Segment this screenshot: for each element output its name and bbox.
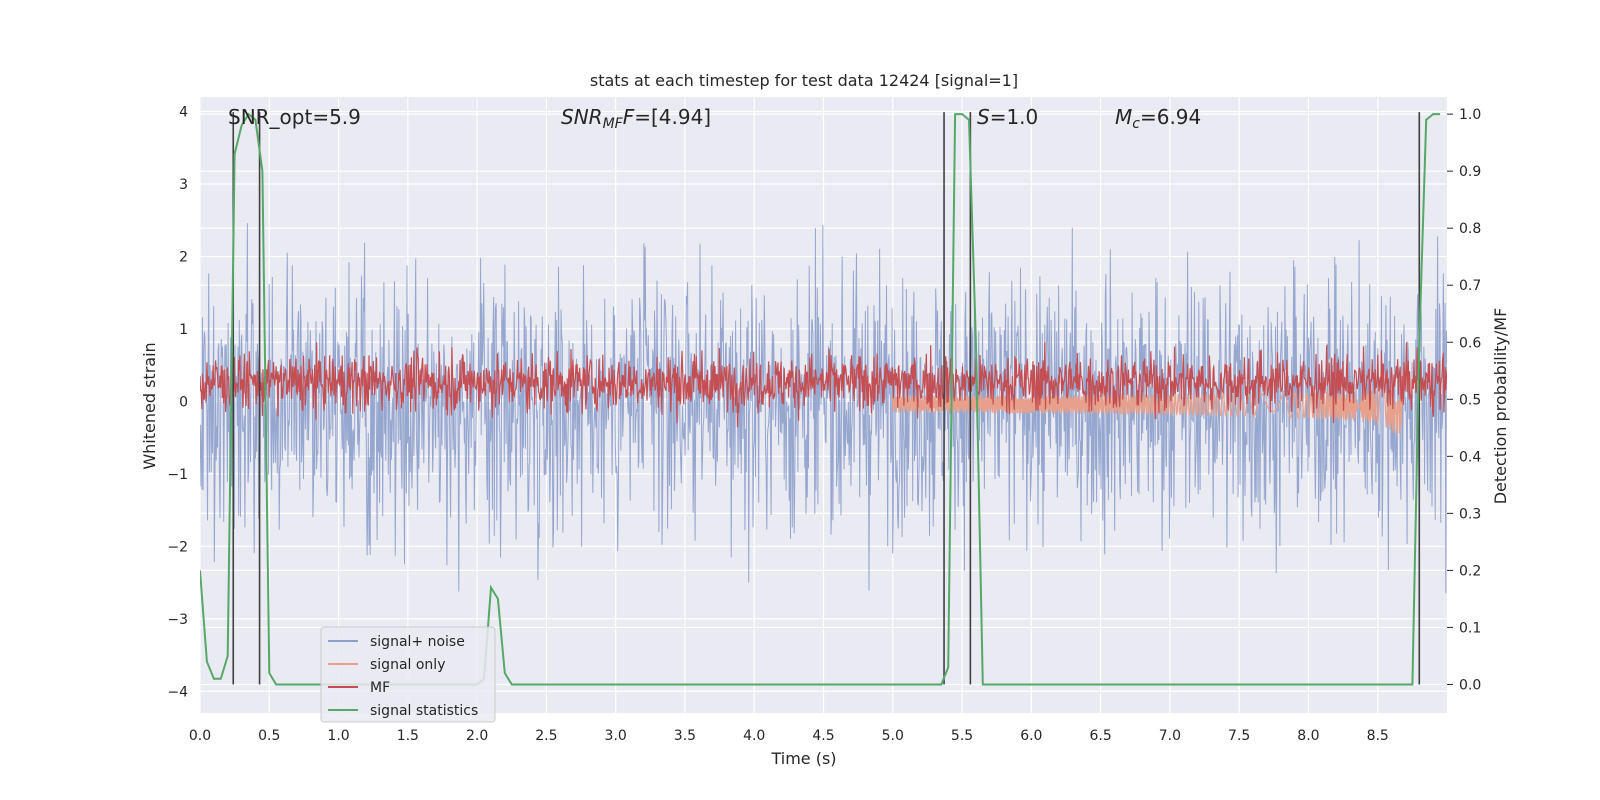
y-tick-label: 2 <box>179 249 188 265</box>
y-tick-label: 0 <box>179 394 188 410</box>
y-right-tick-label: 0.9 <box>1459 164 1481 180</box>
x-tick-label: 4.0 <box>743 728 765 744</box>
vertical-markers <box>232 112 1421 685</box>
y-tick-label: −4 <box>167 684 188 700</box>
y-right-tick-label: 0.6 <box>1459 335 1481 351</box>
y-right-tick-label: 0.4 <box>1459 449 1481 465</box>
y-right-tick-label: 0.1 <box>1459 620 1481 636</box>
series-signal-statistics-line <box>200 112 1441 686</box>
x-tick-label: 6.5 <box>1089 728 1111 744</box>
legend-label-noise: signal+ noise <box>370 634 465 650</box>
legend-label-stat: signal statistics <box>370 703 478 719</box>
x-tick-label: 7.5 <box>1228 728 1250 744</box>
x-tick-label: 1.0 <box>327 728 349 744</box>
x-tick-label: 3.5 <box>674 728 696 744</box>
legend-label-signal: signal only <box>370 657 445 673</box>
x-tick-label: 8.0 <box>1297 728 1319 744</box>
x-axis-label: Time (s) <box>770 749 836 768</box>
y-tick-label: 3 <box>179 177 188 193</box>
y-right-tick-label: 1.0 <box>1459 107 1481 123</box>
series-signal-statistics <box>200 112 1441 686</box>
y-tick-label: 1 <box>179 322 188 338</box>
series-mf-line <box>200 342 1447 428</box>
x-tick-label: 4.5 <box>812 728 834 744</box>
legend: signal+ noise signal only MF signal stat… <box>320 626 496 723</box>
x-axis-ticks: 0.0 0.5 1.0 1.5 2.0 2.5 3.0 3.5 4.0 4.5 5.0 5.5 6.0 6… <box>189 728 1389 744</box>
y-right-tick-label: 0.3 <box>1459 506 1481 522</box>
x-tick-label: 1.5 <box>397 728 419 744</box>
y-tick-label: 4 <box>179 104 188 120</box>
annotation-snr-opt: SNR_opt=5.9 <box>228 105 361 129</box>
y-tick-label: −2 <box>167 539 188 555</box>
y-axis-ticks: 4 3 2 1 0 −1 −2 −3 −4 <box>167 104 188 700</box>
annotation-snr-mf: SNRMFF=[4.94] <box>561 105 711 132</box>
x-tick-label: 2.5 <box>535 728 557 744</box>
x-tick-label: 0.0 <box>189 728 211 744</box>
x-tick-label: 5.5 <box>951 728 973 744</box>
series-signal-noise-line <box>200 223 1447 594</box>
legend-label-mf: MF <box>370 680 390 696</box>
y-axis-label: Whitened strain <box>140 342 159 469</box>
y-axis-right-ticks: 1.0 0.9 0.8 0.7 0.6 0.5 0.4 0.3 0.2 0.1 0.0 <box>1447 107 1481 693</box>
x-tick-label: 0.5 <box>258 728 280 744</box>
x-tick-label: 2.0 <box>466 728 488 744</box>
series-mf <box>200 342 1447 428</box>
x-tick-label: 6.0 <box>1020 728 1042 744</box>
y-right-tick-label: 0.5 <box>1459 392 1481 408</box>
x-tick-label: 7.0 <box>1159 728 1181 744</box>
annotation-s: S=1.0 <box>977 105 1038 129</box>
legend-box <box>320 626 496 723</box>
y-right-tick-label: 0.7 <box>1459 278 1481 294</box>
chart-title: stats at each timestep for test data 124… <box>590 71 1018 90</box>
y-right-tick-label: 0.8 <box>1459 221 1481 237</box>
y-right-tick-label: 0.2 <box>1459 563 1481 579</box>
y-tick-label: −1 <box>167 467 188 483</box>
x-tick-label: 8.5 <box>1367 728 1389 744</box>
series-signal-noise <box>200 223 1447 594</box>
y-axis-right-label: Detection probability/MF <box>1491 308 1510 505</box>
x-tick-label: 3.0 <box>605 728 627 744</box>
annotation-mc: Mc=6.94 <box>1115 105 1201 132</box>
y-tick-label: −3 <box>167 612 188 628</box>
x-tick-label: 5.0 <box>882 728 904 744</box>
y-right-tick-label: 0.0 <box>1459 677 1481 693</box>
